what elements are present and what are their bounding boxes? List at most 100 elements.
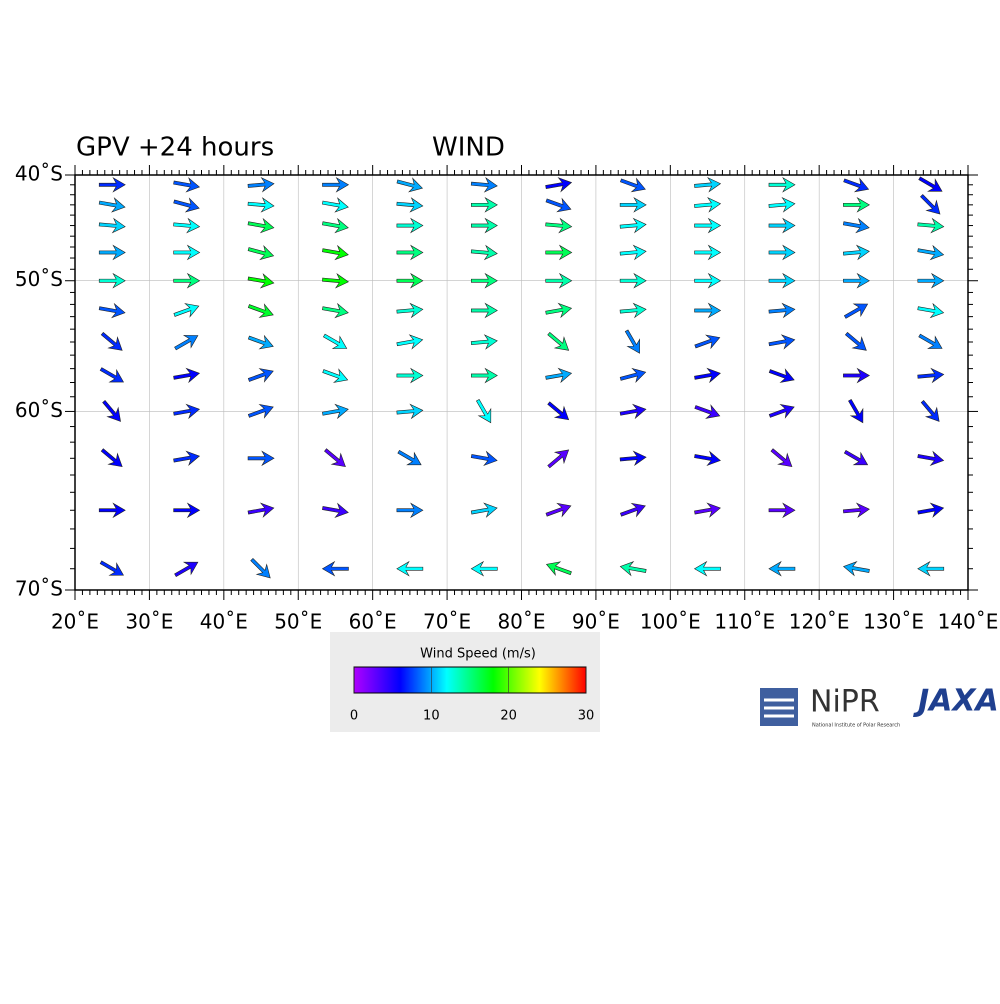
colorbar (353, 666, 587, 694)
wind-arrow (321, 560, 349, 577)
wind-arrow (768, 560, 796, 577)
wind-arrow (917, 272, 945, 289)
wind-arrow (843, 367, 870, 384)
x-tick-label: 80˚E (497, 610, 545, 634)
wind-arrow (545, 502, 572, 518)
wind-arrow (322, 302, 349, 319)
x-tick-label: 40˚E (200, 610, 248, 634)
wind-arrow (247, 244, 275, 261)
wind-arrow (545, 302, 573, 319)
wind-arrow (322, 272, 350, 289)
wind-arrow (470, 367, 498, 384)
wind-arrow (173, 244, 201, 261)
wind-arrow (920, 194, 941, 215)
wind-arrow (396, 560, 424, 577)
wind-arrow (545, 272, 573, 289)
wind-arrow (619, 502, 646, 518)
wind-arrow (173, 403, 201, 420)
colorbar-tick-label: 10 (423, 709, 440, 724)
wind-arrow (470, 177, 498, 193)
wind-arrow (247, 176, 275, 193)
colorbar-title: Wind Speed (m/s) (420, 647, 536, 662)
map-frame (74, 174, 969, 591)
wind-arrow (619, 197, 647, 213)
wind-arrow (322, 244, 349, 261)
wind-arrow (694, 197, 722, 213)
wind-arrow (322, 333, 348, 349)
wind-arrow (694, 272, 722, 289)
wind-arrow (322, 502, 349, 518)
wind-arrow (917, 244, 945, 261)
wind-arrow (322, 197, 349, 213)
wind-arrow (693, 560, 721, 577)
wind-arrow (547, 449, 570, 469)
wind-arrow (694, 176, 722, 193)
logo-stripes (764, 698, 794, 718)
wind-arrow (174, 561, 199, 578)
wind-arrow (768, 302, 796, 319)
wind-arrow (470, 450, 498, 467)
wind-arrow (99, 560, 124, 576)
wind-arrow (619, 217, 647, 234)
wind-arrow (100, 448, 123, 468)
wind-arrow (98, 176, 126, 193)
wind-arrow (102, 400, 121, 422)
map-title: GPV +24 hours (76, 133, 274, 163)
wind-arrow (396, 334, 424, 350)
wind-arrow (397, 450, 422, 466)
wind-arrow (547, 331, 570, 351)
wind-arrow (619, 403, 647, 420)
wind-arrow (619, 302, 647, 319)
wind-arrow (475, 398, 492, 424)
wind-arrow (917, 560, 945, 577)
wind-arrow (98, 244, 126, 261)
wind-arrow (98, 502, 126, 519)
wind-arrow (842, 244, 870, 261)
wind-arrow (694, 502, 721, 518)
wind-arrow (99, 367, 124, 383)
wind-arrow (247, 273, 275, 289)
wind-arrow (768, 197, 796, 213)
wind-arrow (247, 303, 274, 318)
x-tick-label: 30˚E (125, 610, 173, 634)
wind-arrow (98, 272, 126, 289)
wind-arrow (768, 368, 795, 383)
wind-arrow (247, 502, 275, 518)
wind-arrow (768, 217, 796, 234)
x-tick-label: 90˚E (572, 610, 620, 634)
nipr-caption: National Institute of Polar Research (812, 723, 900, 729)
wind-arrow (768, 272, 796, 289)
wind-arrow (322, 176, 350, 193)
wind-arrow (768, 404, 795, 419)
wind-arrow (918, 176, 943, 192)
wind-arrow (619, 272, 647, 289)
y-tick-label: 70˚S (15, 577, 63, 601)
colorbar-tick-label: 30 (578, 709, 595, 724)
wind-arrow (848, 398, 864, 424)
wind-arrow (545, 367, 573, 384)
wind-arrow (173, 177, 201, 193)
wind-arrow (173, 303, 200, 318)
x-tick-label: 60˚E (349, 610, 397, 634)
wind-arrow (396, 403, 424, 420)
wind-arrow (470, 197, 498, 213)
x-tick-label: 20˚E (51, 610, 99, 634)
wind-arrow (322, 368, 349, 383)
wind-arrow (624, 329, 640, 354)
wind-arrow (396, 367, 424, 384)
wind-arrow (470, 272, 498, 289)
wind-arrow (694, 334, 721, 350)
wind-arrows (98, 176, 945, 579)
wind-arrow (247, 404, 274, 419)
wind-arrow (843, 450, 869, 466)
nipr-text: NiPR (810, 685, 880, 720)
wind-arrow (545, 217, 573, 234)
wind-arrow (98, 302, 126, 319)
wind-arrow (917, 367, 945, 384)
wind-arrow (843, 303, 869, 319)
wind-arrow (694, 450, 721, 467)
colorbar-tick-label: 20 (500, 709, 517, 724)
wind-arrow (247, 217, 275, 234)
